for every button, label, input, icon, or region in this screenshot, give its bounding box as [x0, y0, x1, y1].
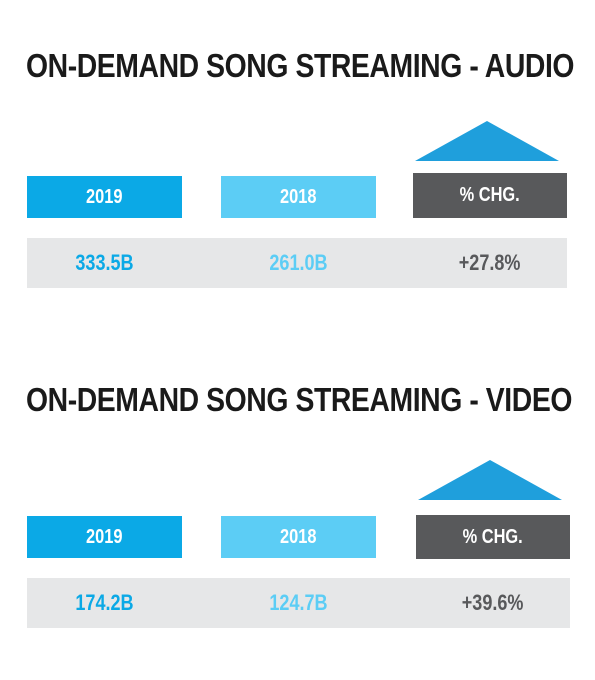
video-header-2018: 2018	[221, 516, 376, 558]
video-value-2019: 174.2B	[75, 590, 134, 615]
video-header-chg: % CHG.	[416, 515, 570, 559]
video-header-2018-label: 2018	[280, 525, 317, 548]
video-header-2019-label: 2019	[86, 525, 123, 548]
up-arrow-icon	[415, 121, 559, 161]
audio-header-chg: % CHG.	[413, 173, 567, 218]
video-header-chg-label: % CHG.	[462, 525, 524, 548]
audio-value-chg: +27.8%	[459, 250, 521, 275]
audio-value-row	[27, 238, 567, 288]
audio-value-2019: 333.5B	[75, 250, 134, 275]
audio-value-2018: 261.0B	[269, 250, 328, 275]
audio-header-chg-label: % CHG.	[459, 184, 521, 206]
audio-header-2019-label: 2019	[86, 185, 123, 208]
audio-header-2018-label: 2018	[280, 185, 317, 208]
audio-header-2019: 2019	[27, 176, 182, 218]
audio-header-2018: 2018	[221, 176, 376, 218]
video-value-2018: 124.7B	[269, 590, 328, 615]
up-arrow-icon	[418, 460, 562, 500]
audio-title: ON-DEMAND SONG STREAMING - AUDIO	[26, 47, 575, 84]
video-header-2019: 2019	[27, 516, 182, 558]
video-title: ON-DEMAND SONG STREAMING - VIDEO	[26, 381, 572, 418]
video-value-row	[27, 578, 570, 628]
video-value-chg: +39.6%	[462, 590, 524, 615]
